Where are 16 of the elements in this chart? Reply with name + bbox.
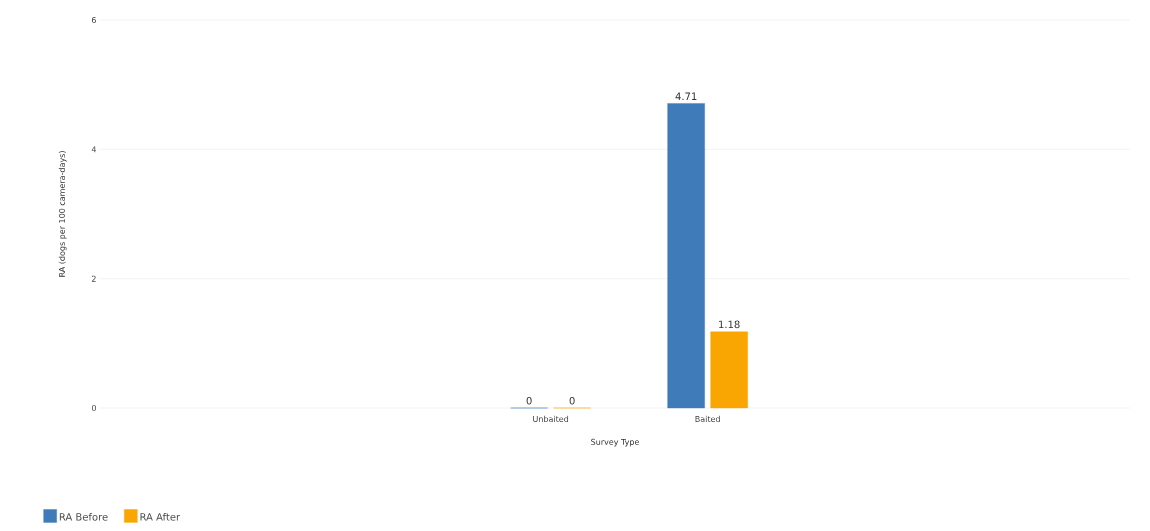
legend-label: RA After bbox=[140, 512, 181, 521]
y-tick-label: 2 bbox=[91, 275, 96, 282]
y-tick-label: 6 bbox=[91, 16, 96, 24]
y-tick-label: 4 bbox=[91, 146, 97, 153]
x-tick-label: Unbaited bbox=[533, 415, 569, 422]
y-axis-title: RA (dogs per 100 camera-days) bbox=[58, 151, 67, 277]
x-tick-label: Baited bbox=[695, 415, 720, 422]
y-tick-label: 0 bbox=[91, 404, 96, 412]
legend-label: RA Before bbox=[59, 512, 108, 521]
data-label: 0 bbox=[526, 396, 532, 405]
data-label: 0 bbox=[569, 396, 575, 405]
bar bbox=[710, 331, 748, 409]
x-axis-title: Survey Type bbox=[591, 438, 639, 447]
bar bbox=[667, 103, 705, 409]
data-label: 1.18 bbox=[719, 320, 740, 329]
data-label: 4.71 bbox=[675, 92, 697, 100]
